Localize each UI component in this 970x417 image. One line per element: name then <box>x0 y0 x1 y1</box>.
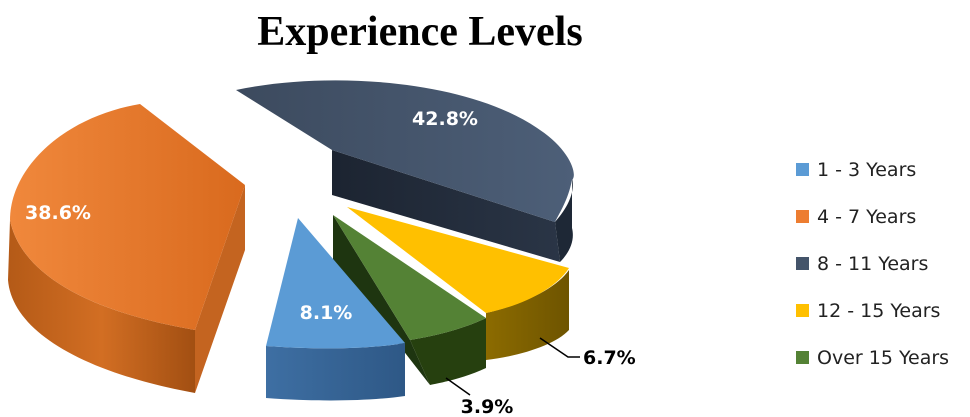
legend-label-1-3-years: 1 - 3 Years <box>817 158 917 181</box>
legend-swatch-over-15-years <box>796 351 809 364</box>
slice-8-11-years-side <box>332 150 560 262</box>
data-label-1-3-years: 8.1% <box>300 302 353 324</box>
slice-over-15-years <box>333 215 486 385</box>
legend: 1 - 3 Years 4 - 7 Years 8 - 11 Years 12 … <box>796 146 966 381</box>
legend-label-8-11-years: 8 - 11 Years <box>817 252 929 275</box>
slice-12-15-years-side <box>486 270 569 360</box>
slice-1-3-years-top <box>266 218 405 349</box>
slice-8-11-years-side-right <box>555 178 573 262</box>
slice-1-3-years <box>266 218 405 401</box>
legend-label-over-15-years: Over 15 Years <box>817 346 950 369</box>
data-label-4-7-years: 38.6% <box>25 202 91 224</box>
legend-item-over-15-years: Over 15 Years <box>796 334 966 381</box>
legend-swatch-4-7-years <box>796 210 809 223</box>
slice-over-15-years-top <box>333 215 486 340</box>
slice-4-7-years <box>8 104 245 393</box>
legend-swatch-8-11-years <box>796 257 809 270</box>
slice-1-3-years-side <box>266 343 405 401</box>
data-label-over-15-years: 3.9% <box>461 396 514 417</box>
slice-over-15-years-side <box>333 215 430 385</box>
legend-label-4-7-years: 4 - 7 Years <box>817 205 917 228</box>
data-label-8-11-years: 42.8% <box>412 108 478 130</box>
leader-line-12-15-years <box>539 337 580 358</box>
legend-swatch-12-15-years <box>796 304 809 317</box>
slice-8-11-years <box>236 80 574 262</box>
legend-item-1-3-years: 1 - 3 Years <box>796 146 966 193</box>
slice-12-15-years-top <box>347 207 569 313</box>
legend-swatch-1-3-years <box>796 163 809 176</box>
chart-title: Experience Levels <box>257 9 583 55</box>
slice-4-7-years-top <box>10 104 245 330</box>
leader-line-over-15-years <box>445 377 471 396</box>
slice-4-7-years-side <box>8 220 195 393</box>
slice-8-11-years-top <box>236 80 574 222</box>
slice-4-7-years-cut-face <box>195 185 245 393</box>
slice-over-15-years-side-front <box>410 318 486 385</box>
slice-12-15-years <box>347 207 569 360</box>
data-label-12-15-years: 6.7% <box>583 347 636 369</box>
legend-label-12-15-years: 12 - 15 Years <box>817 299 941 322</box>
legend-item-8-11-years: 8 - 11 Years <box>796 240 966 287</box>
legend-item-4-7-years: 4 - 7 Years <box>796 193 966 240</box>
legend-item-12-15-years: 12 - 15 Years <box>796 287 966 334</box>
